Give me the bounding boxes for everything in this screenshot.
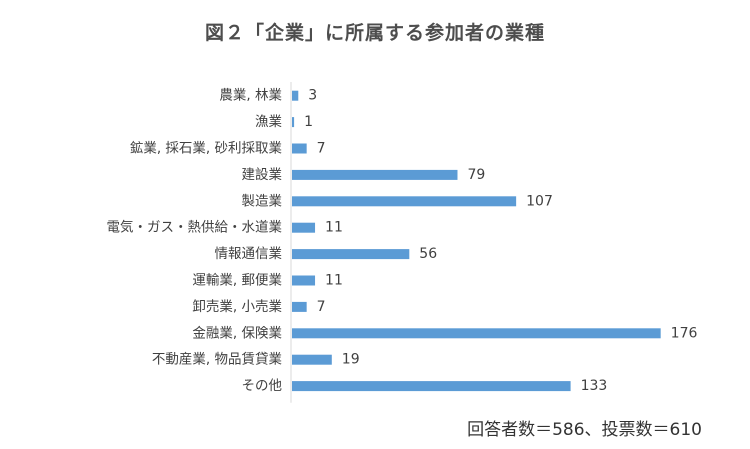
category-label: 製造業	[242, 193, 283, 209]
bar	[292, 169, 458, 180]
category-label: 不動産業, 物品賃貸業	[152, 352, 283, 368]
value-label: 56	[419, 246, 437, 262]
bar	[292, 196, 517, 207]
value-label: 7	[317, 141, 326, 157]
value-label: 11	[325, 220, 343, 236]
bar	[292, 117, 295, 128]
value-label: 133	[581, 378, 608, 394]
bar	[292, 354, 332, 365]
value-label: 1	[304, 114, 313, 130]
value-label: 19	[342, 352, 360, 368]
category-label: 建設業	[242, 167, 283, 183]
bars-layer	[292, 90, 661, 392]
bar	[292, 143, 307, 154]
value-label: 107	[526, 193, 553, 209]
bar	[292, 90, 299, 101]
bar	[292, 381, 571, 392]
category-label: 卸売業, 小売業	[192, 299, 282, 315]
category-label: 運輸業, 郵便業	[192, 273, 282, 289]
bar	[292, 275, 316, 286]
bar	[292, 301, 307, 312]
value-label: 176	[671, 325, 698, 341]
category-label: その他	[242, 378, 283, 394]
bar	[292, 222, 316, 233]
value-label: 7	[317, 299, 326, 315]
chart-title: 図２「企業」に所属する参加者の業種	[204, 22, 545, 44]
value-label: 11	[325, 273, 343, 289]
category-label: 情報通信業	[215, 246, 283, 262]
category-label: 電気・ガス・熱供給・水道業	[107, 220, 283, 236]
category-label: 金融業, 保険業	[192, 325, 282, 341]
bar	[292, 328, 661, 339]
respondent-count-note: 回答者数＝586、投票数＝610	[467, 420, 702, 440]
value-label: 79	[467, 167, 485, 183]
value-label: 3	[308, 88, 317, 104]
bar	[292, 249, 410, 260]
category-label: 鉱業, 採石業, 砂利採取業	[130, 141, 283, 157]
category-label: 農業, 林業	[219, 88, 282, 104]
category-label: 漁業	[255, 114, 282, 130]
